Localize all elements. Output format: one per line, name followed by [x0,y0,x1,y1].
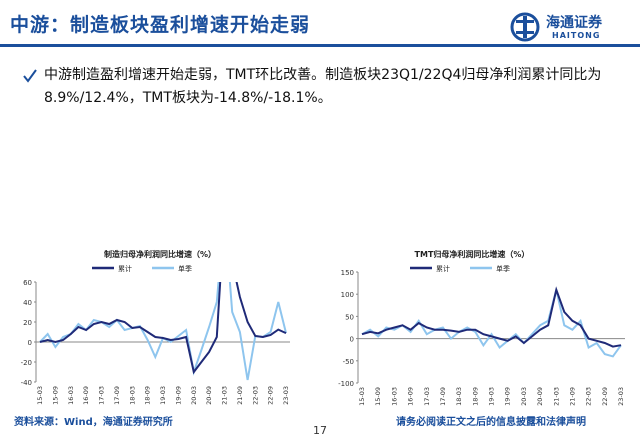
y-tick-label: 50 [345,313,354,321]
legend-label: 单季 [178,264,192,273]
source-note: 资料来源：Wind，海通证券研究所 [14,417,173,428]
x-tick-label: 17-09 [439,387,447,406]
x-tick-label: 17-09 [113,386,121,405]
y-tick-label: 0 [28,339,32,347]
series-line [39,282,287,381]
y-tick-label: 60 [23,279,32,287]
x-tick-label: 15-03 [36,386,44,405]
disclaimer: 请务必阅读正文之后的信息披露和法律声明 [396,417,586,428]
series-line [39,282,287,375]
legend-label: 单季 [496,264,510,273]
x-tick-label: 20-09 [536,387,544,406]
header-rule [0,44,640,47]
x-tick-label: 15-09 [374,387,382,406]
x-tick-label: 22-09 [601,387,609,406]
bullet-text: 中游制造盈利增速开始走弱，TMT环比改善。制造板块23Q1/22Q4归母净利润累… [44,67,602,106]
y-tick-label: -100 [338,380,354,388]
series-line [361,286,622,348]
x-tick-label: 19-03 [159,386,167,405]
x-tick-label: 18-09 [144,386,152,405]
slide-title: 中游：制造板块盈利增速开始走弱 [10,14,311,36]
x-tick-label: 19-03 [488,387,496,406]
page-number: 17 [313,424,327,437]
x-tick-label: 16-03 [390,387,398,406]
series-line [361,289,622,358]
x-tick-label: 23-03 [617,387,625,406]
y-tick-label: -50 [343,358,354,366]
x-tick-label: 19-09 [504,387,512,406]
check-icon [23,69,37,83]
x-tick-label: 23-03 [282,386,290,405]
logo-text: 海通证券 [546,15,602,31]
x-tick-label: 19-09 [174,386,182,405]
chart-title: TMT归母净利润同比增速（%） [415,249,530,259]
legend-label: 累计 [118,264,132,273]
x-tick-label: 22-09 [267,386,275,405]
x-tick-label: 22-03 [585,387,593,406]
x-tick-label: 21-03 [552,387,560,406]
x-tick-label: 22-03 [251,386,259,405]
x-tick-label: 16-09 [407,387,415,406]
logo-subtext: HAITONG [552,31,601,40]
y-tick-label: 0 [350,336,354,344]
y-tick-label: 150 [341,269,354,277]
y-tick-label: 40 [23,299,32,307]
x-tick-label: 21-09 [568,387,576,406]
y-tick-label: 100 [341,291,354,299]
x-tick-label: 21-03 [221,386,229,405]
x-tick-label: 17-03 [423,387,431,406]
x-tick-label: 16-09 [82,386,90,405]
x-tick-label: 15-09 [51,386,59,405]
chart-title: 制造归母净利润同比增速（%） [104,249,216,259]
y-tick-label: -20 [21,359,32,367]
y-tick-label: -40 [21,379,32,387]
x-tick-label: 18-03 [455,387,463,406]
x-tick-label: 18-03 [128,386,136,405]
x-tick-label: 20-03 [190,386,198,405]
legend-label: 累计 [436,264,450,273]
x-tick-label: 16-03 [67,386,75,405]
x-tick-label: 15-03 [358,387,366,406]
x-tick-label: 20-09 [205,386,213,405]
x-tick-label: 18-09 [471,387,479,406]
x-tick-label: 20-03 [520,387,528,406]
logo-icon [510,12,540,42]
x-tick-label: 17-03 [98,386,106,405]
y-tick-label: 20 [23,319,32,327]
x-tick-label: 21-09 [236,386,244,405]
